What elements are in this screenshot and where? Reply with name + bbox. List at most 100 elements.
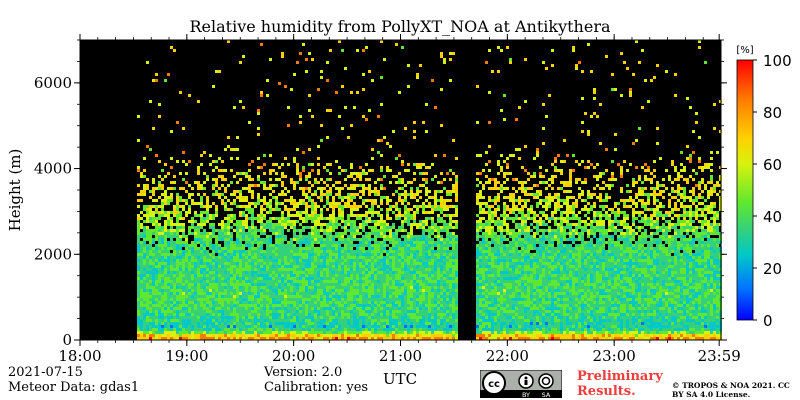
rh-cell	[152, 217, 155, 220]
rh-cell	[416, 289, 419, 292]
rh-cell	[200, 226, 203, 229]
rh-cell	[179, 280, 182, 283]
rh-cell	[317, 271, 320, 274]
rh-cell	[179, 292, 182, 295]
rh-cell	[224, 259, 227, 262]
rh-cell	[170, 283, 173, 286]
rh-cell	[137, 184, 140, 187]
rh-cell	[410, 190, 413, 193]
rh-cell	[149, 268, 152, 271]
rh-cell	[419, 283, 422, 286]
rh-cell	[182, 277, 185, 280]
rh-cell	[305, 238, 308, 241]
rh-cell	[389, 241, 392, 244]
rh-cell	[362, 319, 365, 322]
rh-cell	[440, 256, 443, 259]
rh-cell	[200, 154, 203, 157]
rh-cell	[401, 160, 404, 163]
rh-cell	[200, 328, 203, 331]
rh-cell	[284, 334, 287, 337]
rh-cell	[194, 301, 197, 304]
rh-cell	[200, 211, 203, 214]
rh-cell	[197, 187, 200, 190]
rh-cell	[287, 331, 290, 334]
rh-cell	[317, 169, 320, 172]
rh-cell	[215, 211, 218, 214]
rh-cell	[254, 274, 257, 277]
rh-cell	[344, 295, 347, 298]
rh-cell	[431, 298, 434, 301]
rh-cell	[236, 337, 239, 340]
rh-cell	[440, 172, 443, 175]
rh-cell	[320, 178, 323, 181]
rh-cell	[416, 166, 419, 169]
rh-cell	[425, 205, 428, 208]
rh-cell	[137, 244, 140, 247]
rh-cell	[434, 241, 437, 244]
rh-cell	[419, 274, 422, 277]
rh-cell	[203, 277, 206, 280]
rh-cell	[425, 286, 428, 289]
rh-cell	[152, 298, 155, 301]
rh-cell	[368, 289, 371, 292]
rh-cell	[308, 289, 311, 292]
rh-cell	[410, 295, 413, 298]
rh-cell	[146, 226, 149, 229]
rh-cell	[350, 205, 353, 208]
rh-cell	[146, 187, 149, 190]
rh-cell	[389, 217, 392, 220]
rh-cell	[275, 217, 278, 220]
rh-cell	[230, 181, 233, 184]
rh-cell	[329, 187, 332, 190]
rh-cell	[326, 319, 329, 322]
rh-cell	[440, 271, 443, 274]
rh-cell	[191, 310, 194, 313]
rh-cell	[137, 199, 140, 202]
rh-cell	[233, 262, 236, 265]
rh-cell	[287, 229, 290, 232]
rh-cell	[371, 298, 374, 301]
rh-cell	[236, 298, 239, 301]
rh-cell	[269, 271, 272, 274]
rh-cell	[422, 274, 425, 277]
rh-cell	[344, 286, 347, 289]
rh-cell	[389, 304, 392, 307]
rh-cell	[368, 262, 371, 265]
rh-cell	[233, 271, 236, 274]
rh-cell	[431, 304, 434, 307]
rh-cell	[266, 331, 269, 334]
rh-cell	[182, 250, 185, 253]
rh-cell	[296, 148, 299, 151]
rh-cell	[377, 214, 380, 217]
rh-cell	[299, 322, 302, 325]
rh-cell	[242, 172, 245, 175]
rh-cell	[317, 145, 320, 148]
rh-cell	[374, 331, 377, 334]
rh-cell	[332, 286, 335, 289]
rh-cell	[365, 178, 368, 181]
rh-cell	[149, 250, 152, 253]
rh-cell	[209, 259, 212, 262]
rh-cell	[218, 289, 221, 292]
rh-cell	[428, 337, 431, 340]
rh-cell	[137, 262, 140, 265]
rh-cell	[230, 277, 233, 280]
rh-cell	[185, 265, 188, 268]
rh-cell	[155, 322, 158, 325]
rh-cell	[410, 289, 413, 292]
rh-cell	[182, 298, 185, 301]
rh-cell	[224, 289, 227, 292]
rh-cell	[251, 319, 254, 322]
rh-cell	[266, 262, 269, 265]
rh-cell	[440, 199, 443, 202]
rh-cell	[413, 313, 416, 316]
rh-cell	[152, 256, 155, 259]
rh-cell	[287, 334, 290, 337]
rh-cell	[182, 319, 185, 322]
rh-cell	[167, 304, 170, 307]
rh-cell	[170, 307, 173, 310]
rh-cell	[335, 307, 338, 310]
rh-cell	[344, 262, 347, 265]
rh-cell	[299, 199, 302, 202]
rh-cell	[197, 307, 200, 310]
